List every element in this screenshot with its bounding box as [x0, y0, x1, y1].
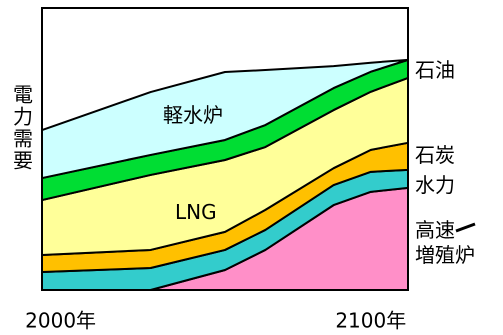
series-label: 軽水炉: [163, 103, 223, 127]
plot-areas: [41, 58, 409, 291]
series-label: 水力: [415, 173, 455, 197]
pointer-line: [455, 222, 476, 233]
series-label: 高速 増殖炉: [415, 218, 475, 267]
series-label: LNG: [175, 200, 217, 224]
series-label: 石油: [415, 58, 455, 82]
plot-frame: [41, 7, 409, 291]
y-axis-label: 電力需要: [10, 84, 34, 172]
x-tick-label: 2000年: [25, 309, 96, 333]
x-tick-label: 2100年: [335, 309, 406, 333]
series-label: 石炭: [415, 143, 455, 167]
area: [41, 58, 409, 180]
